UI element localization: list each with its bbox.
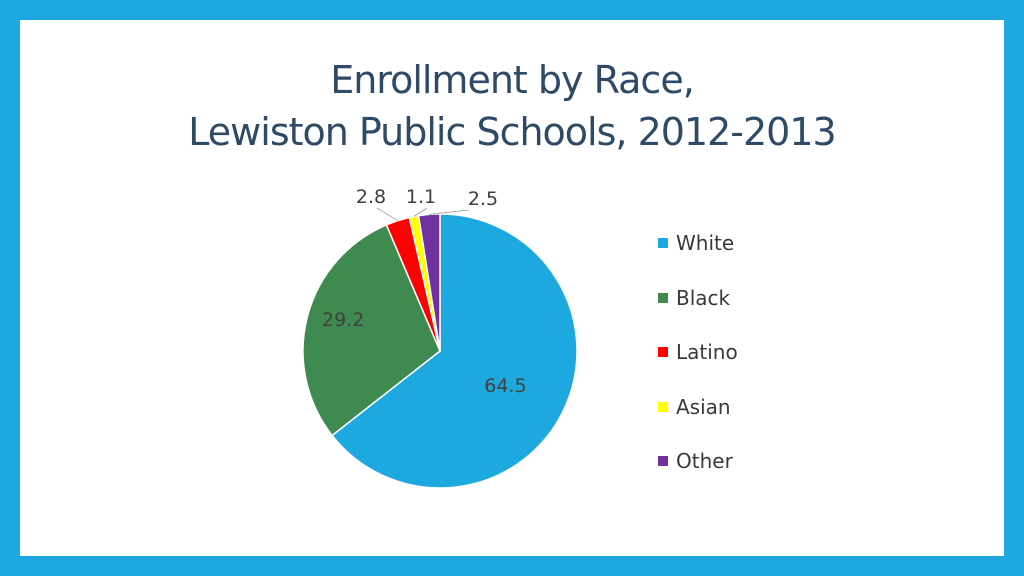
legend-label-black: Black: [676, 285, 731, 310]
data-label-other: 2.5: [468, 188, 498, 210]
data-label-asian: 1.1: [406, 186, 436, 208]
legend-swatch-asian: [658, 401, 668, 412]
data-label-white: 64.5: [484, 375, 526, 397]
legend-swatch-black: [658, 292, 668, 303]
pie-slice-white: [331, 213, 578, 489]
legend-swatch-latino: [658, 347, 668, 357]
title-line-1: Enrollment by Race,: [330, 58, 695, 102]
title-line-2: Lewiston Public Schools, 2012-2013: [188, 110, 836, 154]
data-label-black: 29.2: [322, 309, 364, 331]
data-label-latino: 2.8: [356, 186, 386, 208]
legend-swatch-white: [658, 238, 668, 248]
pie-slice-black: [302, 223, 441, 437]
legend-label-asian: Asian: [676, 394, 731, 419]
leader-line-other: [429, 209, 470, 215]
pie-chart: 64.5 29.2 2.8 1.1 2.5: [302, 186, 578, 489]
leader-line-latino: [376, 207, 398, 222]
legend-label-latino: Latino: [676, 340, 738, 364]
legend-label-other: Other: [676, 449, 733, 473]
leader-line-asian: [413, 207, 428, 217]
legend-swatch-other: [658, 456, 668, 466]
legend-label-white: White: [676, 231, 735, 255]
chart-title: Enrollment by Race, Lewiston Public Scho…: [20, 54, 1004, 158]
slide: Enrollment by Race, Lewiston Public Scho…: [20, 20, 1004, 556]
